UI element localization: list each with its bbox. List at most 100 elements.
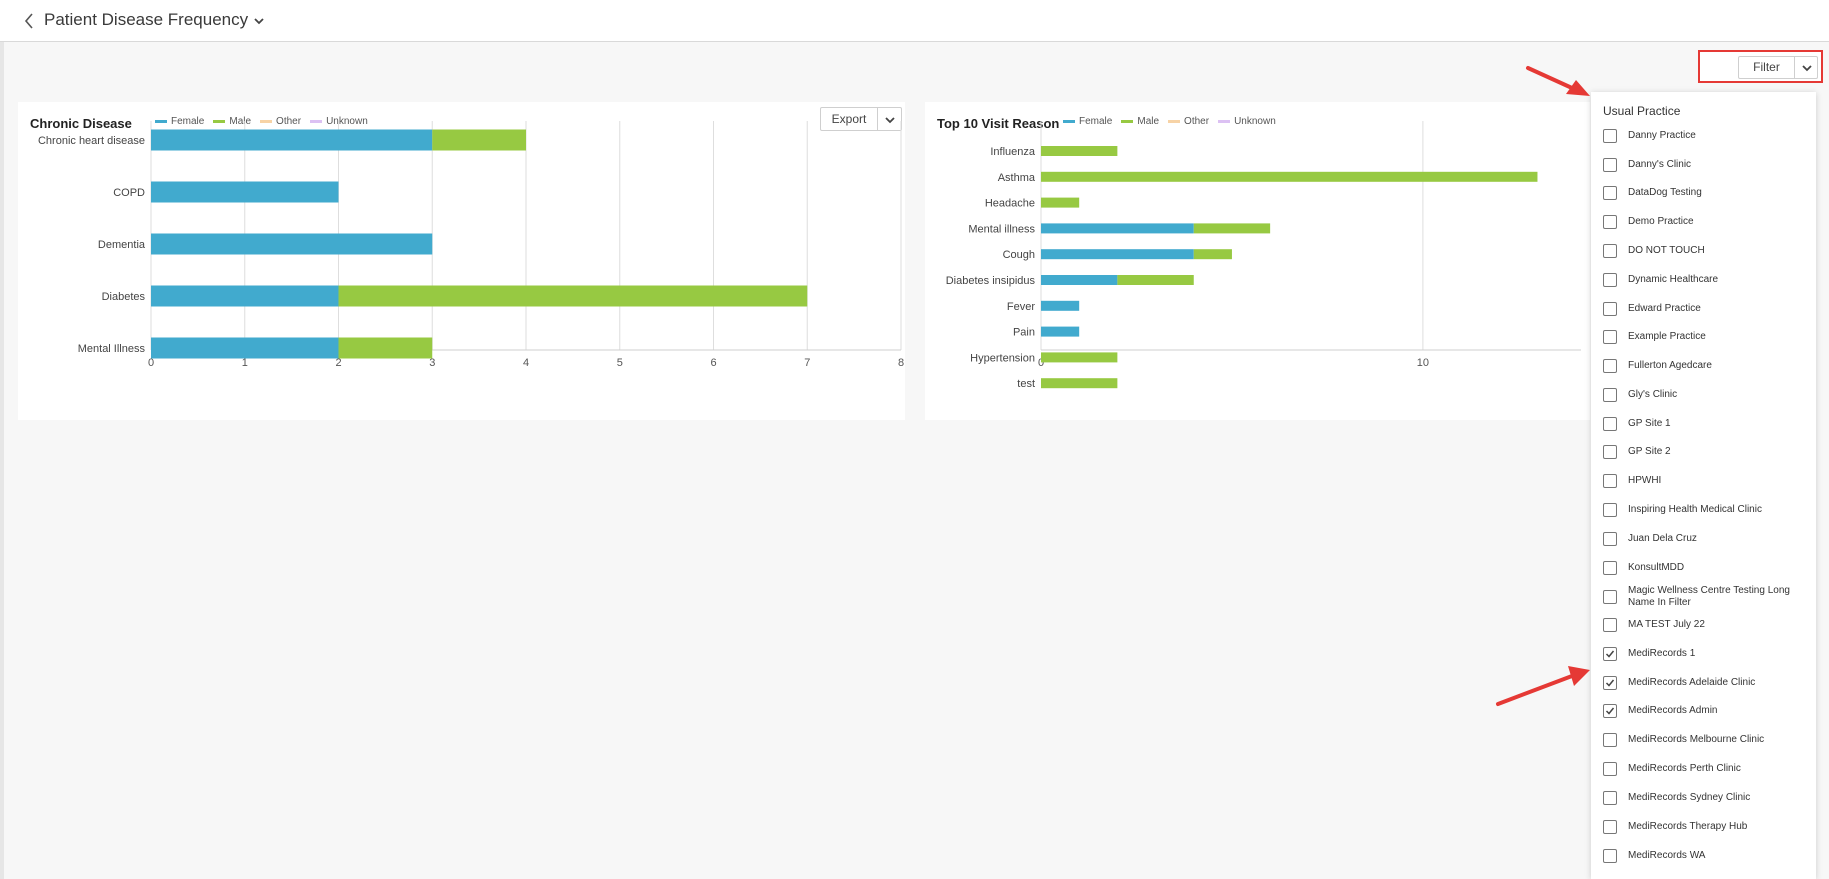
x-tick-label: 6 <box>710 357 716 369</box>
practice-option-label: Danny's Clinic <box>1628 159 1692 170</box>
legend-female[interactable]: Female <box>1063 116 1112 127</box>
page-title[interactable]: Patient Disease Frequency <box>44 10 249 29</box>
practice-option-label: Inspiring Health Medical Clinic <box>1628 504 1762 515</box>
practice-option[interactable]: DataDog Testing <box>1603 186 1808 200</box>
practice-option[interactable]: MediRecords Therapy Hub <box>1603 820 1808 834</box>
practice-option[interactable]: MediRecords Perth Clinic <box>1603 762 1808 776</box>
checkbox[interactable] <box>1603 733 1617 747</box>
practice-option-label: Demo Practice <box>1628 216 1694 227</box>
checkmark-icon <box>1605 679 1615 687</box>
filter-button[interactable]: Filter <box>1738 56 1795 79</box>
export-button[interactable]: Export <box>820 107 878 131</box>
legend-female[interactable]: Female <box>155 116 204 127</box>
checkbox[interactable] <box>1603 618 1617 632</box>
practice-option[interactable]: Gly's Clinic <box>1603 388 1808 402</box>
checkbox[interactable] <box>1603 762 1617 776</box>
checkbox-checked[interactable] <box>1603 676 1617 690</box>
checkbox[interactable] <box>1603 474 1617 488</box>
bar-segment-female <box>151 181 339 203</box>
practice-option[interactable]: Inspiring Health Medical Clinic <box>1603 503 1808 517</box>
usual-practice-dropdown: Usual Practice Danny Practice Danny's Cli… <box>1591 92 1816 879</box>
practice-option[interactable]: MA TEST July 22 <box>1603 618 1808 632</box>
bar-segment-male <box>1041 171 1538 182</box>
practice-option[interactable]: Dynamic Healthcare <box>1603 273 1808 287</box>
category-label: Mental Illness <box>78 343 146 355</box>
legend-other[interactable]: Other <box>1168 116 1209 127</box>
legend-label: Male <box>229 116 252 127</box>
checkbox[interactable] <box>1603 244 1617 258</box>
checkbox[interactable] <box>1603 158 1617 172</box>
checkbox[interactable] <box>1603 820 1617 834</box>
checkbox[interactable] <box>1603 791 1617 805</box>
practice-option[interactable]: MediRecords 1 <box>1603 647 1808 661</box>
checkbox-checked[interactable] <box>1603 647 1617 661</box>
checkbox[interactable] <box>1603 330 1617 344</box>
practice-option[interactable]: Fullerton Agedcare <box>1603 359 1808 373</box>
checkbox[interactable] <box>1603 388 1617 402</box>
bar-segment-female <box>151 337 339 359</box>
chevron-down-icon <box>1802 65 1812 72</box>
practice-option[interactable]: HPWHI <box>1603 474 1808 488</box>
bar-segment-female <box>151 233 433 255</box>
checkbox[interactable] <box>1603 590 1617 604</box>
category-label: Cough <box>1003 249 1035 261</box>
checkbox[interactable] <box>1603 302 1617 316</box>
back-chevron-icon[interactable] <box>22 10 38 32</box>
category-label: Headache <box>985 198 1035 210</box>
practice-option[interactable]: Danny's Clinic <box>1603 158 1808 172</box>
practice-option[interactable]: MediRecords Adelaide Clinic <box>1603 676 1808 690</box>
practice-option[interactable]: Danny Practice <box>1603 129 1808 143</box>
export-dropdown-toggle[interactable] <box>878 107 902 131</box>
bar-segment-female <box>1041 249 1194 260</box>
checkbox[interactable] <box>1603 561 1617 575</box>
bar-segment-female <box>1041 275 1118 285</box>
legend-unknown[interactable]: Unknown <box>310 116 368 127</box>
checkbox[interactable] <box>1603 445 1617 459</box>
practice-option[interactable]: GP Site 1 <box>1603 417 1808 431</box>
checkbox[interactable] <box>1603 359 1617 373</box>
legend-label: Other <box>1184 116 1210 127</box>
bar-segment-male <box>338 337 433 359</box>
practice-option[interactable]: Magic Wellness Centre Testing Long Name … <box>1603 585 1808 609</box>
practice-option[interactable]: MediRecords Admin <box>1603 704 1808 718</box>
checkbox[interactable] <box>1603 129 1617 143</box>
practice-option[interactable]: DO NOT TOUCH <box>1603 244 1808 258</box>
practice-option[interactable]: KonsultMDD <box>1603 561 1808 575</box>
legend-male[interactable]: Male <box>213 116 251 127</box>
filter-dropdown-toggle[interactable] <box>1794 56 1818 79</box>
chevron-down-icon[interactable] <box>253 14 265 26</box>
category-label: Diabetes <box>102 291 146 303</box>
practice-option[interactable]: Demo Practice <box>1603 215 1808 229</box>
checkmark-icon <box>1605 650 1615 658</box>
practice-option-label: MediRecords Adelaide Clinic <box>1628 677 1756 688</box>
legend-male[interactable]: Male <box>1121 116 1159 127</box>
legend-label: Other <box>276 116 302 127</box>
checkbox[interactable] <box>1603 849 1617 863</box>
checkbox[interactable] <box>1603 503 1617 517</box>
checkbox[interactable] <box>1603 273 1617 287</box>
checkbox[interactable] <box>1603 186 1617 200</box>
legend-unknown[interactable]: Unknown <box>1218 116 1276 127</box>
legend-swatch <box>1168 120 1181 123</box>
checkbox[interactable] <box>1603 215 1617 229</box>
legend-swatch <box>260 120 273 123</box>
checkbox[interactable] <box>1603 417 1617 431</box>
chronic-disease-card: Chronic Disease Female Male Other Unknow… <box>18 102 905 420</box>
practice-option[interactable]: MediRecords WA <box>1603 849 1808 863</box>
practice-option[interactable]: MediRecords Melbourne Clinic <box>1603 733 1808 747</box>
category-label: COPD <box>113 187 145 199</box>
legend-other[interactable]: Other <box>260 116 301 127</box>
practice-option-label: MediRecords Sydney Clinic <box>1628 792 1751 803</box>
practice-option-label: Danny Practice <box>1628 130 1696 141</box>
practice-option[interactable]: Juan Dela Cruz <box>1603 532 1808 546</box>
left-edge-divider <box>0 42 4 879</box>
practice-option[interactable]: Example Practice <box>1603 330 1808 344</box>
practice-option[interactable]: Edward Practice <box>1603 302 1808 316</box>
practice-option-label: Example Practice <box>1628 331 1706 342</box>
practice-option[interactable]: MediRecords Sydney Clinic <box>1603 791 1808 805</box>
checkbox-checked[interactable] <box>1603 704 1617 718</box>
bar-segment-female <box>151 285 339 307</box>
checkbox[interactable] <box>1603 532 1617 546</box>
x-tick-label: 7 <box>804 357 810 369</box>
practice-option[interactable]: GP Site 2 <box>1603 445 1808 459</box>
